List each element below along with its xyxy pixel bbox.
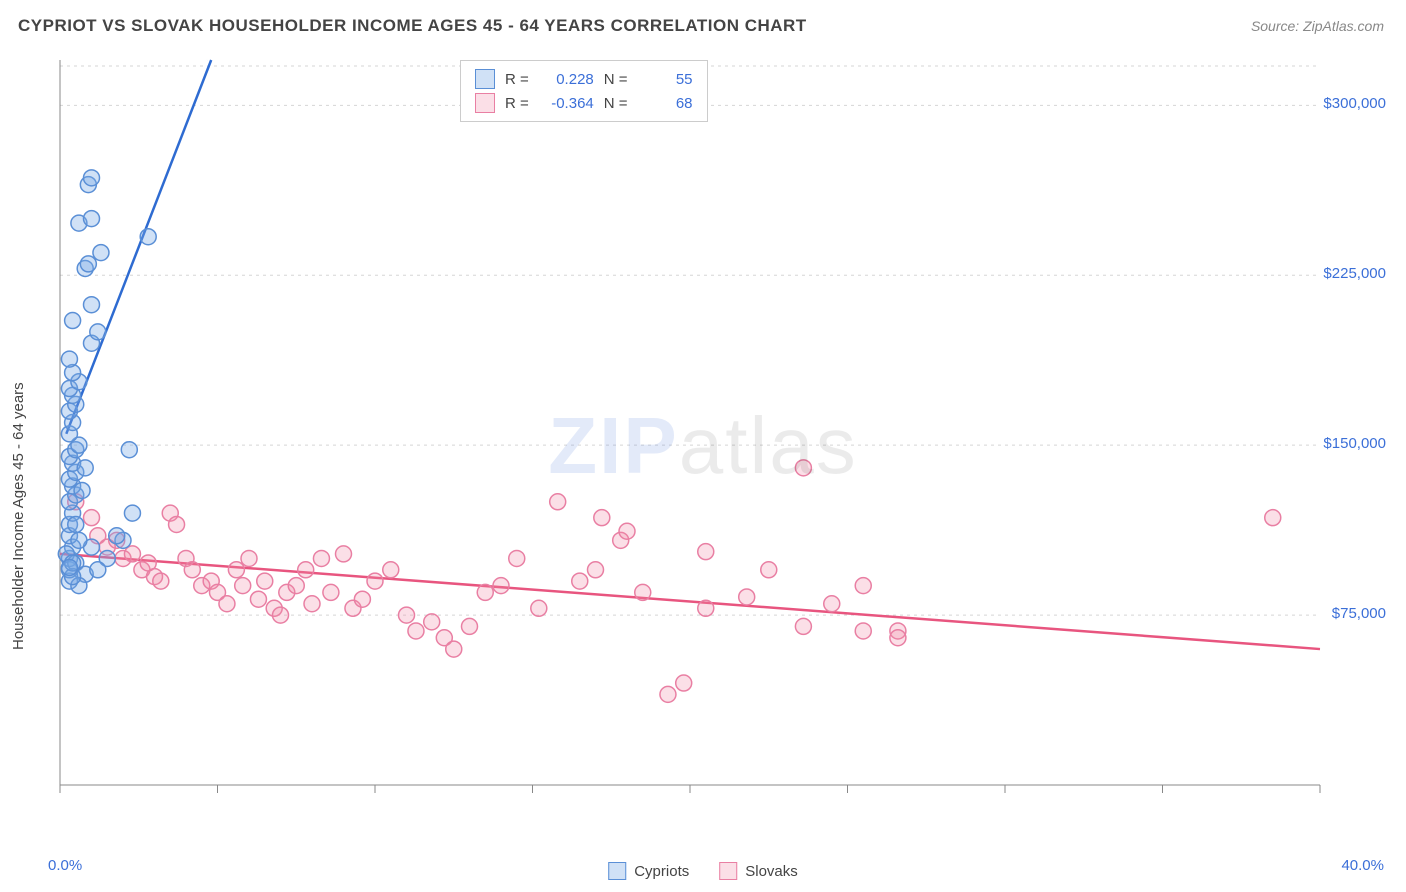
y-tick-label: $225,000 [1323, 265, 1386, 282]
chart-svg [55, 55, 1375, 825]
n-value-a: 55 [638, 71, 693, 88]
stats-row-a: R = 0.228 N = 55 [475, 67, 693, 91]
source-label: Source: ZipAtlas.com [1251, 18, 1384, 34]
legend: Cypriots Slovaks [608, 862, 798, 880]
y-tick-label: $75,000 [1332, 605, 1386, 622]
chart-title: CYPRIOT VS SLOVAK HOUSEHOLDER INCOME AGE… [18, 16, 807, 36]
legend-label-cypriots: Cypriots [634, 863, 689, 880]
x-min-label: 0.0% [48, 857, 82, 874]
r-value-a: 0.228 [539, 71, 594, 88]
r-value-b: -0.364 [539, 95, 594, 112]
stats-box: R = 0.228 N = 55 R = -0.364 N = 68 [460, 60, 708, 122]
legend-label-slovaks: Slovaks [745, 863, 798, 880]
y-tick-label: $150,000 [1323, 435, 1386, 452]
plot-area [55, 55, 1375, 825]
swatch-cypriots-icon [608, 862, 626, 880]
x-max-label: 40.0% [1341, 857, 1384, 874]
swatch-slovaks-icon [475, 93, 495, 113]
stats-row-b: R = -0.364 N = 68 [475, 91, 693, 115]
y-axis-label: Householder Income Ages 45 - 64 years [10, 382, 27, 650]
legend-item-cypriots: Cypriots [608, 862, 689, 880]
legend-item-slovaks: Slovaks [719, 862, 798, 880]
swatch-cypriots-icon [475, 69, 495, 89]
n-value-b: 68 [638, 95, 693, 112]
r-label: R = [505, 71, 529, 88]
n-label: N = [604, 71, 628, 88]
n-label: N = [604, 95, 628, 112]
y-tick-label: $300,000 [1323, 95, 1386, 112]
r-label: R = [505, 95, 529, 112]
swatch-slovaks-icon [719, 862, 737, 880]
